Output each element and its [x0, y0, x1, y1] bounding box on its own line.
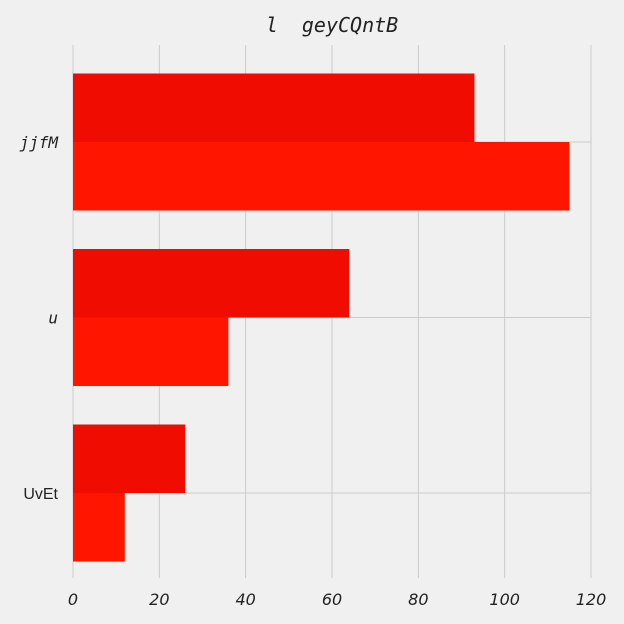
bar — [73, 142, 570, 211]
chart-title: l geyCQntB — [266, 13, 398, 37]
y-tick-label: jjfM — [19, 133, 59, 152]
x-tick-label: 40 — [235, 590, 255, 609]
x-tick-label: 20 — [149, 590, 169, 609]
x-tick-label: 80 — [408, 590, 428, 609]
bar — [73, 424, 186, 493]
x-tick-label: 60 — [322, 590, 342, 609]
bar — [73, 249, 350, 318]
bar — [73, 493, 125, 562]
y-tick-label: u — [48, 309, 58, 328]
y-tick-label: UvEt — [23, 486, 58, 503]
bars — [73, 73, 570, 562]
x-tick-label: 100 — [489, 590, 520, 609]
x-tick-label: 0 — [68, 590, 78, 609]
tick-labels: 0 20 40 60 80 100 120 jjfM u UvEt — [19, 133, 606, 609]
bar — [73, 73, 475, 142]
bar — [73, 317, 229, 386]
x-tick-label: 120 — [576, 590, 607, 609]
